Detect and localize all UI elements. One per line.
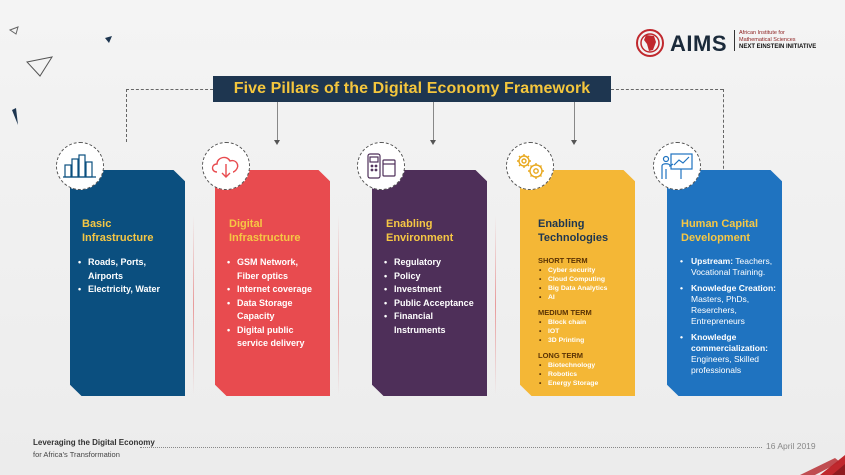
list-item: Block chain: [538, 318, 633, 327]
pillar-4-icon-circle: [506, 142, 554, 190]
pillar-human-capital: Human Capital Development Upstream: Teac…: [667, 170, 782, 396]
pillar-2-icon-circle: [202, 142, 250, 190]
pillar-items: Roads, Ports, Airports Electricity, Wate…: [78, 256, 182, 297]
pillar-3-icon-circle: [357, 142, 405, 190]
connector-4-arrow: [571, 140, 577, 145]
separator-2: [338, 215, 339, 395]
pillar-1-icon-circle: [56, 142, 104, 190]
separator-3: [495, 215, 496, 395]
list-item-cont: Capacity: [237, 311, 275, 321]
pillar-title: Basic Infrastructure: [82, 218, 154, 244]
pillar-items: Regulatory Policy Investment Public Acce…: [384, 256, 486, 337]
list-item: Cloud Computing: [538, 275, 633, 284]
page-title: Five Pillars of the Digital Economy Fram…: [213, 76, 611, 102]
list-item: Public Acceptance: [384, 297, 486, 311]
connector-right-horizontal: [611, 89, 723, 90]
footer-divider: [140, 447, 762, 448]
list-item: IOT: [538, 327, 633, 336]
decor-top-left: [8, 26, 54, 125]
list-item: GSM Network,: [227, 256, 327, 270]
list-item: Internet coverage: [227, 283, 327, 297]
list-item: Knowledge Creation: Masters, PhDs, Reser…: [679, 283, 781, 327]
connector-3: [433, 102, 434, 142]
list-item: Cyber security: [538, 266, 633, 275]
pillar-title: Digital Infrastructure: [229, 218, 301, 244]
footer-date: 16 April 2019: [766, 441, 816, 451]
connector-right-vertical: [723, 89, 724, 179]
list-item-cont: Instruments: [394, 324, 446, 335]
connector-left-horizontal: [126, 89, 213, 90]
list-item: Roads, Ports,: [78, 256, 182, 270]
short-term-list: Cyber security Cloud Computing Big Data …: [538, 266, 633, 302]
pillar-title: Enabling Technologies: [538, 218, 609, 244]
connector-2: [277, 102, 278, 142]
list-item: Electricity, Water: [78, 283, 182, 297]
list-item: Robotics: [538, 370, 633, 379]
pillar-items: GSM Network, Fiber optics Internet cover…: [227, 256, 327, 351]
pillar-basic-infrastructure: Basic Infrastructure Roads, Ports, Airpo…: [70, 170, 185, 396]
list-item: Investment: [384, 283, 486, 297]
list-item: Financial: [384, 310, 486, 324]
decor-bottom-right: [800, 455, 845, 475]
logo-subtitle: African Institute for Mathematical Scien…: [734, 30, 816, 51]
aims-logo: AIMS African Institute for Mathematical …: [634, 28, 824, 58]
africa-globe-icon: [636, 29, 664, 57]
separator-1: [193, 215, 194, 395]
decor-top-left-small: [105, 36, 112, 43]
pillar-title: Human Capital Development: [681, 218, 759, 244]
list-item: AI: [538, 293, 633, 302]
long-term-list: Biotechnology Robotics Energy Storage: [538, 361, 633, 388]
list-item: Data Storage: [227, 297, 327, 311]
list-item: 3D Printing: [538, 336, 633, 345]
list-item: Regulatory: [384, 256, 486, 270]
connector-4: [574, 102, 575, 142]
pillar-enabling-environment: Enabling Environment Regulatory Policy I…: [372, 170, 487, 396]
list-item: Big Data Analytics: [538, 284, 633, 293]
connector-left-vertical: [126, 89, 127, 142]
list-item: Knowledge commercialization: Engineers, …: [679, 332, 781, 376]
tech-terms: SHORT TERM Cyber security Cloud Computin…: [538, 256, 633, 394]
list-item: Digital public: [227, 324, 327, 338]
list-item: Biotechnology: [538, 361, 633, 370]
pillar-title: Enabling Environment: [386, 218, 454, 244]
cloud-download-icon: [211, 156, 239, 178]
pillar-enabling-technologies: Enabling Technologies SHORT TERM Cyber s…: [520, 170, 635, 396]
medium-term-list: Block chain IOT 3D Printing: [538, 318, 633, 345]
connector-3-arrow: [430, 140, 436, 145]
teacher-board-icon: [661, 153, 693, 179]
logo-name: AIMS: [670, 31, 727, 56]
buildings-icon: [63, 154, 96, 178]
pos-terminal-icon: [367, 153, 396, 179]
list-item: Upstream: Teachers, Vocational Training.: [679, 256, 781, 278]
footer-subtitle: for Africa's Transformation: [33, 450, 120, 459]
gears-icon: [517, 154, 544, 179]
list-item-cont: service delivery: [237, 338, 305, 348]
short-term-heading: SHORT TERM: [538, 256, 588, 265]
list-item: Policy: [384, 270, 486, 284]
pillar-digital-infrastructure: Digital Infrastructure GSM Network, Fibe…: [215, 170, 330, 396]
pillar-items: Upstream: Teachers, Vocational Training.…: [679, 256, 781, 381]
footer-title: Leveraging the Digital Economy: [33, 438, 155, 447]
long-term-heading: LONG TERM: [538, 351, 583, 360]
connector-2-arrow: [274, 140, 280, 145]
list-item-cont: Fiber optics: [237, 270, 289, 281]
list-item-cont: Airports: [88, 270, 124, 281]
medium-term-heading: MEDIUM TERM: [538, 308, 592, 317]
list-item: Energy Storage: [538, 379, 633, 388]
pillar-5-icon-circle: [653, 142, 701, 190]
